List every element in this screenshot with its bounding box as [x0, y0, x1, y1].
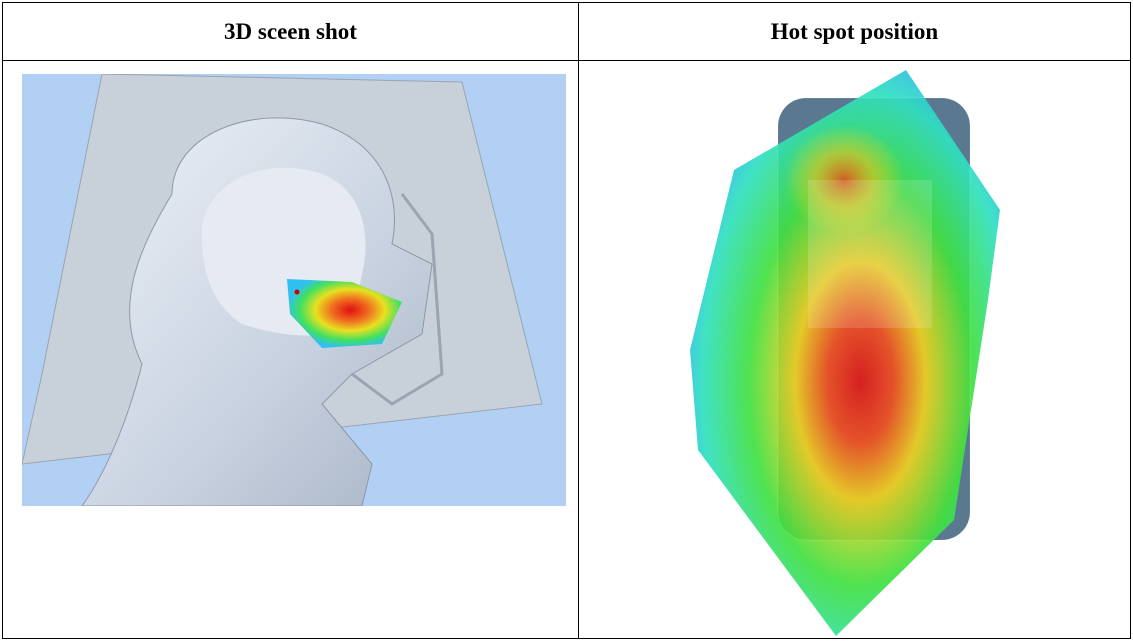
3d-screenshot: [22, 74, 566, 506]
hot-spot-image: [690, 70, 1000, 636]
column-divider: [578, 3, 579, 638]
row-divider: [3, 60, 1130, 61]
header-cell: Hot spot position: [770, 19, 939, 44]
header-cell: 3D sceen shot: [224, 19, 357, 44]
